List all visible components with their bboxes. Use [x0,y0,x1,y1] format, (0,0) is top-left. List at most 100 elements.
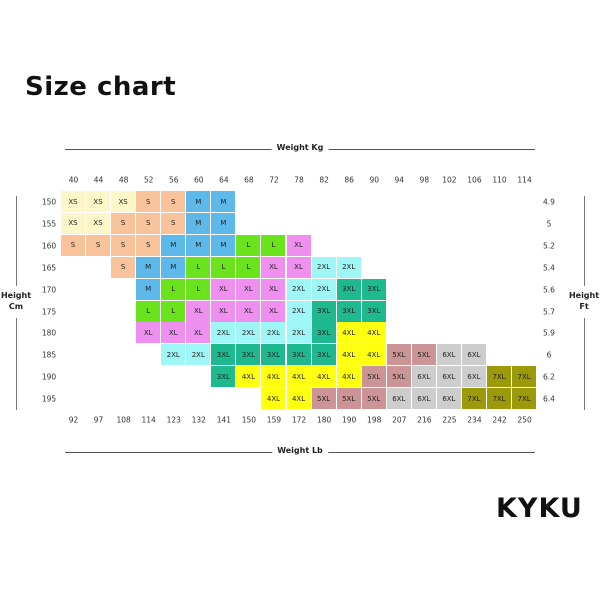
lb-tick-label: 198 [367,415,382,425]
size-cell: 4XL [336,344,362,367]
size-cell: M [211,234,237,257]
size-cell: XL [136,322,162,345]
size-cell: 2XL [186,344,212,367]
size-cell: XL [186,322,212,345]
size-cell: S [136,191,162,213]
size-cell: 6XL [436,366,462,389]
size-cell: 7XL [487,388,513,411]
lb-tick-label: 225 [442,415,457,425]
cm-tick-label: 150 [41,197,57,207]
size-cell: 2XL [336,256,362,279]
size-cell: XL [286,256,312,279]
cm-tick-label: 165 [41,263,57,273]
size-cell: XL [261,278,287,301]
lb-tick-label: 250 [517,415,532,425]
size-cell: XS [86,191,112,213]
size-cell: 5XL [311,388,337,411]
size-cell: L [161,300,187,323]
cm-tick-label: 155 [41,219,57,229]
kg-tick-label: 114 [517,175,532,185]
ft-tick-label: 5.7 [543,307,555,316]
size-cell: 6XL [461,366,487,389]
size-cell: XL [261,300,287,323]
size-cell: XS [111,191,137,213]
size-cell: S [111,234,137,257]
kg-tick-label: 98 [419,175,430,185]
size-cell: XL [186,300,212,323]
size-cell: 2XL [286,322,312,345]
lb-tick-label: 92 [68,415,79,425]
right-axis-label: Height Ft [569,290,599,312]
size-cell: 4XL [261,388,287,411]
size-cell: 4XL [261,366,287,389]
size-cell: XS [86,212,112,235]
size-cell: L [186,278,212,301]
lb-tick-label: 123 [166,415,181,425]
size-cell: 5XL [361,388,387,411]
size-cell: M [211,191,237,213]
size-cell: M [186,234,212,257]
left-axis-label: Height Cm [1,290,31,312]
left-axis-label-line1: Height [0,291,32,300]
size-cell: L [186,256,212,279]
kg-tick-label: 106 [467,175,482,185]
size-cell: XL [161,322,187,345]
lb-tick-label: 132 [191,415,206,425]
size-cell: XL [211,300,237,323]
size-cell: L [236,256,262,279]
cm-tick-label: 185 [41,350,57,360]
ft-tick-label: 5 [546,219,552,229]
lb-tick-label: 242 [492,415,507,425]
ft-tick-label: 6.2 [543,372,555,382]
lb-tick-label: 190 [341,415,357,425]
size-cell: 3XL [286,344,312,367]
size-cell: L [161,278,187,301]
size-cell: M [136,256,162,279]
size-cell: M [136,278,162,301]
size-cell: 5XL [386,366,412,389]
lb-tick-label: 97 [93,415,104,425]
ft-tick-label: 6 [546,350,552,360]
lb-tick-label: 150 [241,415,257,425]
kg-tick-label: 60 [194,175,204,185]
kg-tick-label: 110 [492,175,507,185]
lb-tick-label: 207 [392,415,407,425]
size-cell: 7XL [461,388,487,411]
size-cell: S [161,191,187,213]
size-cell: S [86,234,112,257]
size-cell: 3XL [211,344,237,367]
size-cell: 6XL [461,344,487,367]
size-cell: 6XL [436,388,462,411]
size-cell: S [136,234,162,257]
lb-tick-label: 172 [291,415,307,425]
lb-tick-label: 180 [316,415,332,425]
kg-tick-label: 90 [369,175,379,185]
size-cell: XS [61,212,86,235]
bottom-axis-label: Weight Lb [272,446,328,455]
left-axis-line-top [16,196,17,286]
size-cell: S [111,212,137,235]
kg-tick-label: 72 [269,175,279,185]
size-cell: 2XL [286,278,312,301]
size-cell: 2XL [211,322,237,345]
size-cell: 2XL [261,322,287,345]
size-cell: M [186,191,212,213]
size-cell: 4XL [286,366,312,389]
size-cell: L [236,234,262,257]
kg-tick-label: 82 [319,175,329,185]
size-cell: 2XL [311,256,337,279]
kg-tick-label: 94 [394,175,405,185]
size-cell: 5XL [361,366,387,389]
kg-tick-label: 52 [143,175,154,185]
cm-tick-label: 180 [41,328,57,338]
size-cell: L [211,256,237,279]
size-cell: 6XL [386,388,412,411]
size-cell: 4XL [361,322,387,345]
ft-tick-label: 6.4 [543,394,555,404]
size-cell: 7XL [487,366,513,389]
kg-tick-label: 48 [118,175,129,185]
size-cell: S [61,234,86,257]
size-cell: 2XL [286,300,312,323]
size-cell: 6XL [411,366,437,389]
size-cell: 3XL [311,322,337,345]
